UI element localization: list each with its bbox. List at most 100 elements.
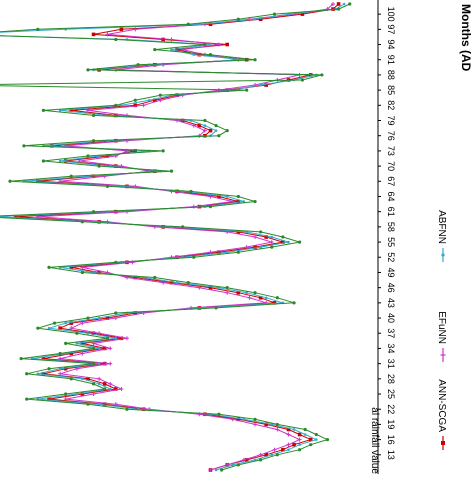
data-point [133, 103, 138, 108]
data-point [214, 306, 218, 310]
data-point [105, 154, 110, 158]
data-point [253, 291, 257, 295]
data-point [208, 22, 213, 27]
axis-layer: 100 97 94 91 88 85 82 79 76 73 70 67 64 61 58 55 52 49 46 4… [369, 0, 473, 474]
data-point [114, 103, 118, 107]
data-point [113, 402, 118, 407]
data-point [208, 128, 213, 133]
x-tick-label: 37 [386, 328, 396, 338]
data-point [253, 422, 258, 427]
legend-label: EFuNN [436, 311, 447, 344]
data-point [197, 52, 202, 57]
x-tick-label: 70 [386, 161, 396, 171]
data-point [36, 326, 40, 330]
data-point [320, 73, 324, 77]
data-point [25, 372, 29, 376]
x-tick-label: 31 [386, 359, 396, 369]
data-point [264, 83, 268, 87]
data-point [8, 179, 12, 183]
data-point [259, 83, 262, 87]
data-point [216, 42, 221, 47]
data-point [264, 235, 268, 239]
data-point [105, 336, 110, 340]
data-point [272, 447, 277, 452]
data-point [108, 346, 113, 351]
data-point [47, 326, 51, 330]
data-point [292, 301, 296, 305]
x-tick-label: 55 [386, 237, 396, 247]
data-point [331, 2, 336, 6]
data-point [25, 397, 29, 401]
data-point [64, 392, 68, 396]
data-point [91, 392, 96, 397]
data-point [91, 382, 96, 386]
data-point [275, 422, 279, 427]
data-point [297, 437, 302, 442]
data-point [269, 240, 274, 245]
data-point [208, 468, 213, 472]
legend-item: EFuNN [436, 311, 447, 362]
data-point [75, 342, 79, 345]
data-point [161, 149, 165, 153]
data-point [225, 286, 229, 290]
data-point [287, 448, 290, 452]
legend-item: ABFNN [436, 210, 447, 262]
data-point [52, 321, 57, 325]
data-point [220, 468, 224, 472]
data-point [133, 275, 138, 280]
data-point [203, 124, 207, 127]
data-point [259, 245, 262, 249]
data-point [298, 443, 301, 446]
x-tick-label: 79 [386, 115, 396, 125]
data-point [114, 37, 118, 42]
legend-label: ABFNN [436, 210, 447, 244]
data-point [236, 199, 241, 204]
data-point [225, 42, 229, 47]
data-point [153, 47, 157, 52]
x-tick-label: 97 [386, 24, 396, 34]
data-point [258, 295, 263, 300]
data-point [297, 432, 302, 437]
data-point [102, 361, 107, 366]
data-point [308, 437, 313, 442]
data-point [225, 290, 230, 295]
data-point [86, 331, 90, 335]
data-point [119, 27, 124, 32]
data-point [275, 427, 280, 432]
data-point [77, 159, 82, 164]
data-point [58, 159, 62, 163]
data-point [181, 225, 185, 229]
data-point [133, 98, 137, 102]
data-point [91, 341, 96, 346]
data-point [97, 402, 101, 406]
data-point [225, 129, 229, 133]
data-point [119, 386, 124, 391]
data-point [186, 22, 190, 26]
data-point [91, 210, 96, 214]
data-point [69, 108, 74, 113]
data-point [22, 144, 26, 148]
data-point [281, 447, 285, 452]
data-point [258, 17, 263, 21]
x-tick-label: 49 [386, 267, 396, 277]
x-tick-label: 40 [386, 313, 396, 323]
data-point [259, 458, 263, 462]
data-point [298, 240, 302, 244]
data-point [348, 2, 352, 6]
data-point [203, 42, 207, 47]
data-point [253, 245, 257, 249]
data-point [158, 98, 163, 103]
data-point [236, 250, 240, 254]
data-point [244, 245, 249, 250]
data-point [192, 255, 196, 259]
data-point [231, 463, 235, 467]
data-point [236, 290, 241, 295]
data-point [161, 37, 165, 42]
data-point [336, 2, 341, 6]
data-point [80, 321, 85, 326]
data-point [35, 214, 40, 219]
data-point [47, 397, 51, 401]
data-point [214, 468, 218, 472]
x-tick-label: 91 [386, 55, 396, 65]
data-point [80, 392, 85, 396]
